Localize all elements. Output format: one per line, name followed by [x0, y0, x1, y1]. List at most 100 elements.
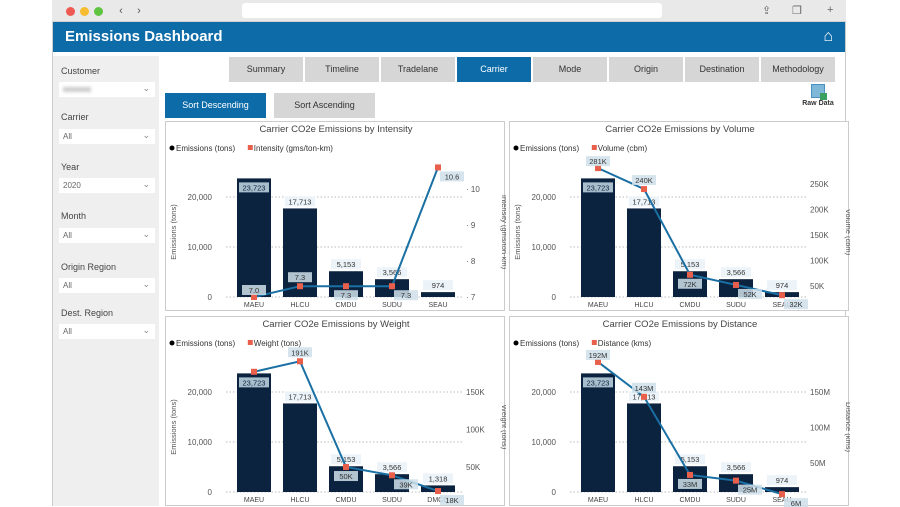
chart-title: Carrier CO2e Emissions by Distance	[603, 319, 758, 330]
line-label-bg	[394, 479, 418, 490]
chart-title: Carrier CO2e Emissions by Intensity	[259, 124, 412, 135]
year-dropdown[interactable]: 2020 ⌄	[59, 178, 155, 193]
line-point-maeu	[595, 358, 601, 365]
tab-origin[interactable]: Origin	[609, 57, 683, 82]
dest-region-dropdown[interactable]: All ⌄	[59, 324, 155, 339]
legend-marker-line	[591, 340, 597, 345]
bar-label-bg	[675, 454, 705, 465]
forward-icon[interactable]: ›	[137, 5, 141, 17]
tab-summary[interactable]: Summary	[229, 57, 303, 82]
line-point-cmdu	[343, 464, 349, 471]
minimize-window-button[interactable]	[80, 7, 89, 16]
tab-tradelane[interactable]: Tradelane	[381, 57, 455, 82]
y-tick-label: 20,000	[188, 388, 213, 397]
filter-label-origin-region: Origin Region	[61, 262, 117, 272]
address-bar[interactable]	[242, 3, 662, 18]
carrier-value: All	[63, 132, 72, 141]
chevron-down-icon: ⌄	[142, 279, 150, 289]
month-dropdown[interactable]: All ⌄	[59, 228, 155, 243]
bar-hlcu	[283, 208, 317, 297]
y2-tick-label: 150K	[810, 231, 829, 240]
bar-hlcu	[627, 403, 661, 492]
origin-region-dropdown[interactable]: All ⌄	[59, 278, 155, 293]
line-point-hlcu	[297, 358, 303, 365]
line-label-bg	[586, 156, 610, 167]
line-data-label: 10.6	[445, 172, 460, 181]
legend-marker-emissions	[513, 340, 519, 346]
origin-region-value: All	[63, 281, 72, 290]
tab-timeline[interactable]: Timeline	[305, 57, 379, 82]
back-icon[interactable]: ‹	[119, 5, 123, 17]
tab-mode[interactable]: Mode	[533, 57, 607, 82]
y-tick-label: 0	[208, 293, 213, 302]
new-tab-icon[interactable]: +	[827, 4, 834, 16]
page-title: Emissions Dashboard	[65, 28, 223, 45]
y-tick-label: 10,000	[532, 438, 557, 447]
line-data-label: 7.3	[295, 273, 305, 282]
y-tick-label: 10,000	[188, 243, 213, 252]
line-point-hlcu	[297, 283, 303, 290]
close-window-button[interactable]	[66, 7, 75, 16]
tab-carrier[interactable]: Carrier	[457, 57, 531, 82]
share-icon[interactable]: ⇪	[762, 5, 772, 17]
bar-label-bg	[423, 280, 453, 291]
chart-title: Carrier CO2e Emissions by Volume	[605, 124, 754, 135]
maximize-window-button[interactable]	[94, 7, 103, 16]
legend-label-line: Distance (kms)	[598, 339, 652, 348]
y2-tick-label: 100K	[810, 256, 829, 265]
y2-axis-label: Volume (cbm)	[844, 209, 850, 256]
bar-label-bg	[629, 196, 659, 207]
line-label-bg	[334, 471, 358, 482]
chart-title: Carrier CO2e Emissions by Weight	[262, 319, 409, 330]
x-tick-label: SUDU	[726, 497, 746, 504]
tab-destination[interactable]: Destination	[685, 57, 759, 82]
bar-maeu	[237, 373, 271, 492]
tab-methodology[interactable]: Methodology	[761, 57, 835, 82]
line-point-maeu	[251, 368, 257, 375]
line-data-label: 50K	[339, 472, 352, 481]
y2-tick-label: 50M	[810, 459, 826, 468]
y2-tick-label: 200K	[810, 205, 829, 214]
bar-seau	[421, 292, 455, 297]
chevron-down-icon: ⌄	[142, 325, 150, 335]
y2-tick-label: 50K	[810, 282, 825, 291]
legend-label-line: Intensity (gms/ton-km)	[254, 144, 333, 153]
bar-data-label: 974	[432, 281, 445, 290]
chart-volume-svg: Carrier CO2e Emissions by Volume Emission…	[513, 124, 850, 310]
line-data-label: 7.0	[249, 286, 259, 295]
x-tick-label: HLCU	[290, 302, 309, 309]
y-axis-label: Emissions (tons)	[169, 204, 178, 260]
line-point-dmcq	[435, 488, 441, 495]
y2-axis-label: Distance (kms)	[844, 402, 850, 453]
x-tick-label: MAEU	[244, 302, 264, 309]
y-tick-label: 20,000	[188, 193, 213, 202]
bar-hlcu	[627, 208, 661, 297]
line-point-seau	[779, 292, 785, 299]
legend-label-emissions: Emissions (tons)	[176, 339, 235, 348]
raw-data-button[interactable]: Raw Data	[795, 84, 841, 107]
bar-label-bg	[331, 259, 361, 270]
bar-data-label: 5,153	[337, 455, 356, 464]
year-value: 2020	[63, 181, 81, 190]
bar-seau	[765, 487, 799, 492]
customer-dropdown[interactable]: ⌄	[59, 82, 155, 97]
line-point-hlcu	[641, 393, 647, 400]
bar-label-bg	[583, 182, 613, 193]
sort-ascending-button[interactable]: Sort Ascending	[274, 93, 375, 118]
raw-data-icon	[811, 84, 827, 100]
line-label-bg	[440, 171, 464, 182]
y-tick-label: 10,000	[188, 438, 213, 447]
home-icon[interactable]: ⌂	[823, 28, 833, 45]
bar-label-bg	[331, 454, 361, 465]
line-point-cmdu	[343, 283, 349, 290]
line-label-bg	[738, 288, 762, 299]
line-label-bg	[784, 498, 808, 507]
chart-intensity-svg: Carrier CO2e Emissions by Intensity Emiss…	[169, 124, 506, 309]
sort-descending-button[interactable]: Sort Descending	[165, 93, 266, 118]
y-axis-label: Emissions (tons)	[513, 204, 522, 260]
x-tick-label: HLCU	[634, 497, 653, 504]
bar-data-label: 23,723	[243, 378, 266, 387]
carrier-dropdown[interactable]: All ⌄	[59, 129, 155, 144]
bar-label-bg	[721, 462, 751, 473]
tabs-icon[interactable]: ❐	[792, 5, 802, 17]
